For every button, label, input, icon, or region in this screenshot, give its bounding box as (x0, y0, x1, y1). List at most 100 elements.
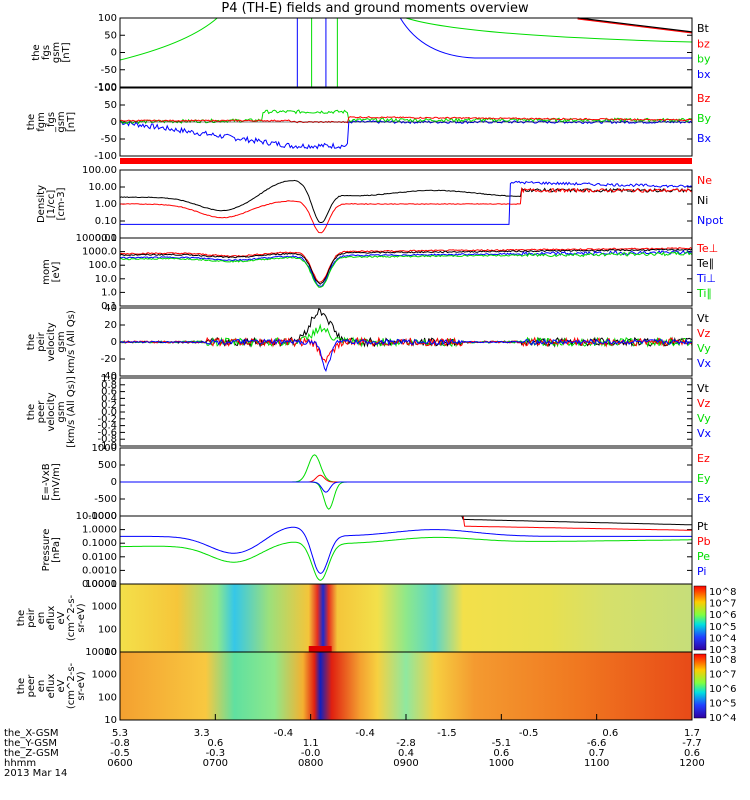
panel-peer_vel: the peer velocity gsm [km/s (All Qs)] 1.00.80… (26, 373, 712, 452)
legend-Vz: Vz (697, 397, 711, 410)
legend-Vt: Vt (697, 312, 710, 325)
bx-series (119, 119, 693, 150)
ylabel-peir_en: eflux (46, 606, 57, 631)
ylabel-peir_vel: velocity (46, 322, 57, 361)
ytick-label: -50 (101, 65, 117, 76)
ytick-label: 50 (104, 30, 117, 41)
legend-Ne: Ne (697, 174, 712, 187)
ylabel-peer_en: eV (56, 679, 67, 692)
footer-value: 0900 (393, 758, 418, 769)
colorbar-label: 10^8 (709, 587, 736, 598)
footer-value: -0.0 (301, 748, 321, 759)
ytick-label: 0.1000 (82, 538, 117, 549)
ytick-label: 50 (104, 100, 117, 111)
panel-peir_vel: the peir velocity gsm km/s (All Qs) 40 20 0 -20 -… (26, 303, 712, 382)
ylabel-pressure: Pressure (41, 529, 52, 572)
ytick-label: 0.4 (101, 393, 117, 404)
ylabel-peer_en: eflux (46, 674, 57, 699)
ytick-label: 1000 (92, 443, 117, 454)
footer-value: -5.1 (492, 738, 512, 749)
ytick-label: -40 (101, 371, 117, 382)
ylabel-fgm: the (26, 114, 37, 130)
ylabel-fgm: gsm (56, 111, 67, 132)
ytick-label: 0.0100 (82, 552, 117, 563)
ti-perp-series (119, 250, 693, 287)
ytick-label: 0.0001 (82, 579, 117, 590)
ne-series (119, 186, 693, 234)
footer-row-label: hhmm (4, 758, 36, 769)
legend-Npot: Npot (697, 214, 724, 227)
ytick-label: 0.0 (101, 407, 117, 418)
legend-Bt: Bt (697, 22, 710, 35)
colorbar-label: 10^4 (709, 633, 736, 644)
ytick-label: 0 (111, 117, 117, 128)
legend-Bz: Bz (697, 92, 711, 105)
footer-value: -0.8 (110, 738, 130, 749)
ylabel-peir_en: the (16, 610, 27, 626)
ylabel-peer_vel: [km/s (All Qs)] (66, 376, 77, 448)
ytick-label: 1000.0 (82, 247, 117, 258)
ylabel-temp: [eV] (51, 262, 62, 283)
ytick-label: 1000 (92, 670, 117, 681)
colorbar-label: 10^5 (709, 622, 736, 633)
ex-series (120, 481, 692, 493)
ytick-label: 500 (98, 460, 117, 471)
bar-strip (120, 158, 692, 164)
ylabel-density: [1/cc] (46, 190, 57, 219)
footer-value: -0.3 (206, 748, 226, 759)
ytick-label: 0.8 (101, 380, 117, 391)
footer-value: -1.5 (437, 728, 457, 739)
footer-value: 0.6 (207, 738, 223, 749)
ytick-label: -0.8 (97, 434, 117, 445)
te-par-series (119, 248, 693, 285)
footer-value: 0.6 (493, 748, 509, 759)
legend-Vx: Vx (697, 357, 712, 370)
ytick-label: -500 (94, 494, 117, 505)
ytick-label: 100 (98, 13, 117, 24)
ytick-label: -0.4 (97, 421, 117, 432)
legend-Vx: Vx (697, 427, 712, 440)
ez-series (120, 474, 692, 483)
pe-series (120, 536, 692, 581)
legend-Vy: Vy (697, 342, 711, 355)
ylabel-peir_en: en (36, 612, 47, 625)
chart-title: P4 (TH-E) fields and ground moments over… (221, 1, 529, 16)
ylabel-fgs: fgs (41, 45, 52, 60)
ytick-label: -100 (94, 151, 117, 162)
legend-by: by (697, 53, 711, 66)
footer-value: -0.5 (519, 728, 539, 739)
ylabel-fgs: [nT] (61, 42, 72, 62)
legend-Ey: Ey (697, 472, 711, 485)
footer-value: 1.1 (303, 738, 319, 749)
legend-Pb: Pb (697, 535, 711, 548)
panel-frame-pressure (119, 515, 693, 585)
panel-frame-fgs (119, 17, 693, 88)
colorbar-peer_en (693, 653, 707, 719)
ytick-label: 0 (111, 48, 117, 59)
panel-peer_en: the peer en eflux eV (cm^2-s-sr-eV) 10000 1000 1… (16, 647, 692, 726)
ylabel-peir_vel: km/s (All Qs) (66, 310, 77, 374)
ylabel-fgm: fgm (36, 112, 47, 132)
by-series-2 (405, 17, 693, 43)
ytick-label: -50 (101, 134, 117, 145)
ylabel-efield: E=-VxB (41, 463, 52, 500)
ytick-label: 40 (104, 303, 117, 314)
colorbar-label: 10^7 (709, 599, 736, 610)
te-perp-series (119, 246, 693, 283)
ytick-label: 1.0 (101, 373, 117, 384)
ylabel-pressure: [nPa] (51, 537, 62, 563)
footer-value: -0.4 (355, 728, 375, 739)
footer-value: 0700 (203, 758, 228, 769)
panel-frame-peir_vel (119, 307, 693, 377)
ti-par-series (119, 251, 693, 288)
ytick-label: 100.0 (88, 260, 117, 271)
ytick-label: 0.1 (101, 301, 117, 312)
ytick-label: 100.00 (82, 165, 117, 176)
ytick-label: 100 (98, 692, 117, 703)
panel-frame-fgm (119, 87, 693, 157)
colorbar-label: 10^5 (709, 699, 736, 710)
ylabel-efield: [mV/m] (51, 463, 62, 501)
legend-Vz: Vz (697, 327, 711, 340)
bx-series (399, 17, 692, 59)
legend-bx: bx (697, 68, 711, 81)
